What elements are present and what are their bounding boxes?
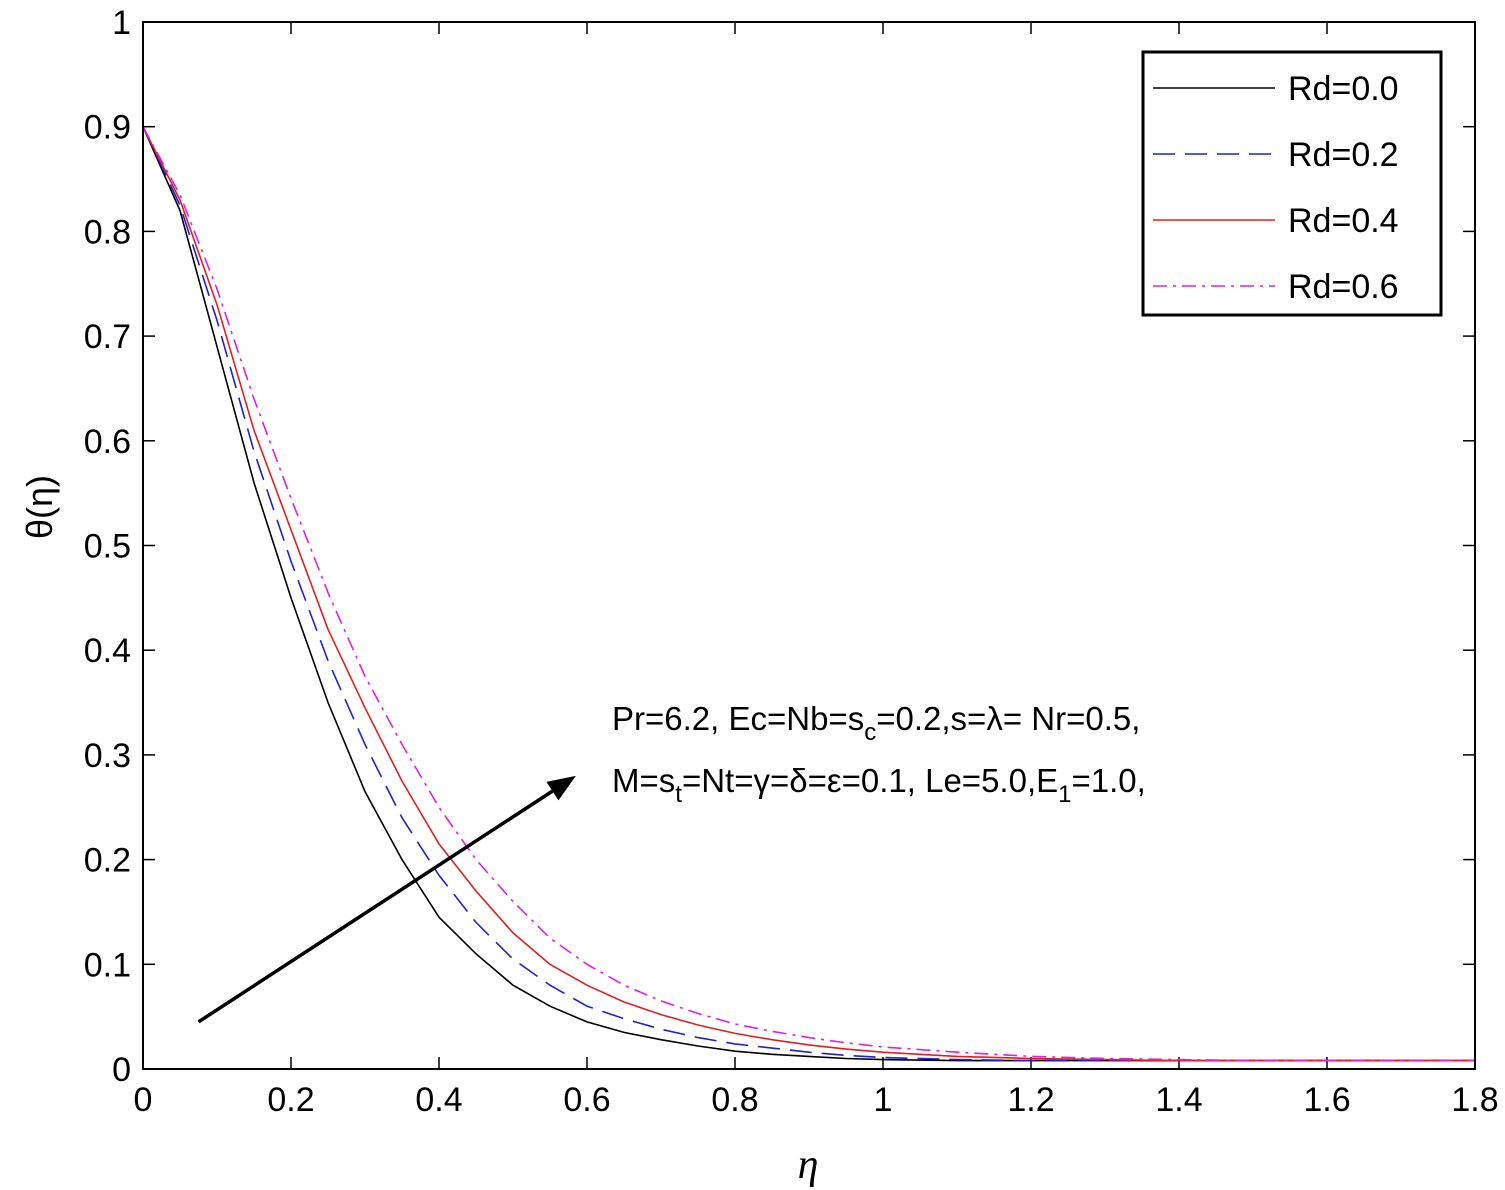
x-tick-label: 0.6	[563, 1081, 610, 1119]
plot-frame	[142, 21, 1476, 1070]
y-tick-label: 0.2	[84, 842, 131, 880]
y-tick-label: 0.3	[84, 737, 131, 775]
x-tick-label: 0.4	[415, 1081, 462, 1119]
series-line-rd-0-6	[142, 126, 1475, 1062]
annotation-arrow	[197, 789, 554, 1024]
axis-ticks	[142, 21, 1476, 1070]
annotation-arrow-head	[546, 775, 576, 801]
x-tick-label: 1.2	[1007, 1081, 1054, 1119]
legend-label: Rd=0.2	[1288, 136, 1399, 174]
x-tick-label: 1.4	[1155, 1081, 1202, 1119]
annotation-line-2: M=st=Nt=γ=δ=ε=0.1, Le=5.0,E1=1.0,	[612, 762, 1146, 808]
x-tick-labels: 0 0.2 0.4 0.6 0.8 1 1.2 1.4 1.6 1.8	[134, 1081, 1499, 1119]
series-lines	[142, 126, 1475, 1062]
x-axis-label: η	[798, 1142, 819, 1188]
y-tick-label: 0.6	[84, 423, 131, 461]
y-tick-label: 1	[112, 4, 131, 42]
y-axis-label: θ(η)	[19, 475, 60, 539]
legend-label: Rd=0.6	[1288, 268, 1399, 306]
series-line-rd-0-4	[142, 126, 1475, 1062]
y-tick-labels: 0 0.1 0.2 0.3 0.4 0.5 0.6 0.7 0.8 0.9 1	[84, 4, 131, 1089]
legend-box	[1141, 50, 1443, 317]
y-tick-label: 0.4	[84, 632, 131, 670]
x-tick-label: 0	[134, 1081, 153, 1119]
y-tick-label: 0.8	[84, 213, 131, 251]
x-tick-label: 1	[874, 1081, 893, 1119]
annotation-line-1: Pr=6.2, Ec=Nb=sc=0.2,s=λ= Nr=0.5,	[612, 700, 1140, 746]
legend-label: Rd=0.4	[1288, 202, 1399, 240]
x-tick-label: 1.8	[1451, 1081, 1498, 1119]
x-tick-label: 1.6	[1303, 1081, 1350, 1119]
annotation: Pr=6.2, Ec=Nb=sc=0.2,s=λ= Nr=0.5, M=st=N…	[197, 700, 1146, 1024]
legend: Rd=0.0 Rd=0.2 Rd=0.4 Rd=0.6	[1141, 50, 1443, 317]
y-tick-label: 0.5	[84, 528, 131, 566]
x-tick-label: 0.8	[711, 1081, 758, 1119]
y-tick-label: 0.9	[84, 109, 131, 147]
y-tick-label: 0.1	[84, 946, 131, 984]
y-tick-label: 0	[112, 1051, 131, 1089]
legend-label: Rd=0.0	[1288, 70, 1399, 108]
x-tick-label: 0.2	[267, 1081, 314, 1119]
y-tick-label: 0.7	[84, 318, 131, 356]
